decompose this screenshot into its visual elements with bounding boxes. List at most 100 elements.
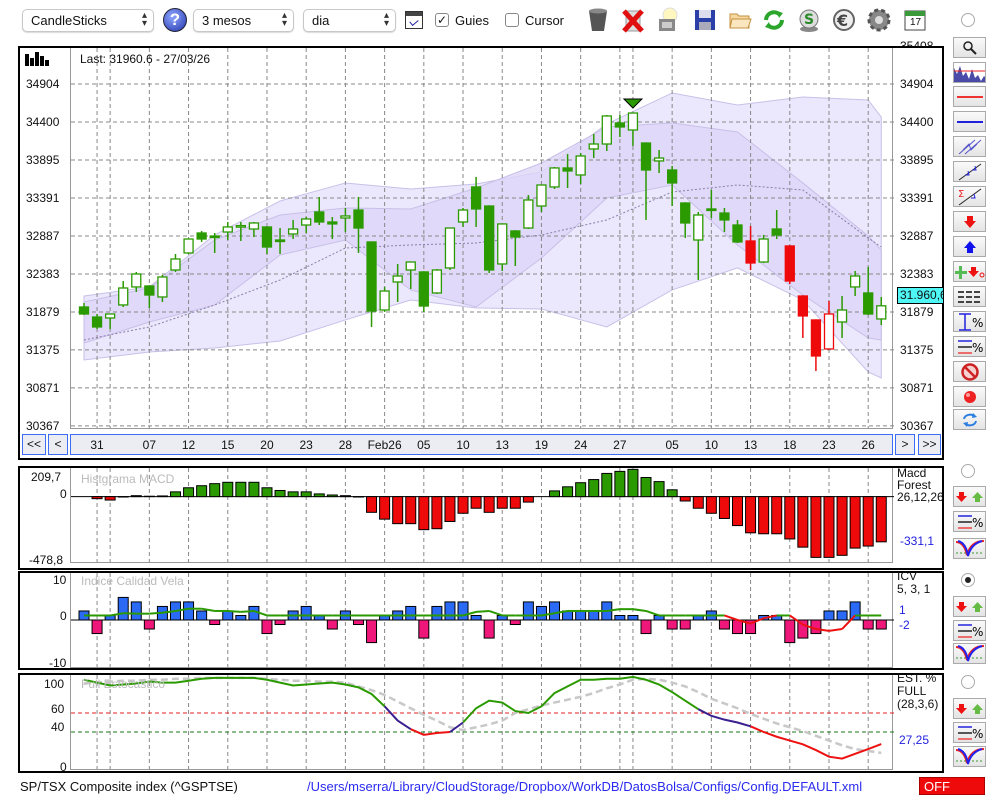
stoch-signals-button[interactable] <box>953 698 986 719</box>
chart-type-select[interactable]: CandleSticks ▴ ▾ <box>22 9 154 32</box>
trendline-tool-button[interactable] <box>953 161 986 182</box>
stochastic-chart[interactable] <box>71 675 894 769</box>
macd-bar <box>823 496 835 558</box>
percent-lines-button[interactable]: % <box>953 336 986 357</box>
channel-icon <box>958 139 981 154</box>
channel-tool-button[interactable] <box>953 136 986 157</box>
icv-bar <box>483 619 495 639</box>
macd-bar <box>431 496 443 530</box>
macd-plot-area[interactable] <box>70 468 894 563</box>
stoch-percent-lines-button[interactable]: % <box>953 722 986 743</box>
icv-crossover-button[interactable] <box>953 643 986 664</box>
blue-line-tool-button[interactable] <box>953 111 986 132</box>
macd-histogram-chart[interactable] <box>71 468 894 562</box>
sum-trendline-tool-button[interactable]: Σ <box>953 186 986 207</box>
candle-body <box>680 202 691 224</box>
macd-percent-lines-button[interactable]: % <box>953 511 986 532</box>
off-toggle-button[interactable]: OFF <box>919 777 985 795</box>
volume-overlay-button[interactable] <box>953 62 986 83</box>
delete-red-x-icon[interactable] <box>620 7 646 33</box>
candle-body <box>470 186 482 210</box>
candle-body <box>78 306 90 315</box>
zoom-tool-button[interactable] <box>953 37 986 58</box>
macd-bar <box>183 487 195 498</box>
icv-signals-button[interactable] <box>953 596 986 617</box>
settings-gear-icon[interactable] <box>866 7 892 33</box>
icv-panel-radio[interactable] <box>961 573 975 587</box>
open-folder-icon[interactable] <box>727 7 753 33</box>
trash-icon[interactable] <box>585 7 611 33</box>
icv-bar <box>209 619 221 626</box>
icv-bar <box>326 619 338 630</box>
stochastic-k-line-green <box>462 675 699 724</box>
icv-bar <box>470 614 482 621</box>
icv-ymax-label: 10 <box>53 573 67 587</box>
main-panel-radio[interactable] <box>961 13 975 27</box>
interval-select[interactable]: dia ▴ ▾ <box>303 9 396 32</box>
icv-bar <box>823 610 835 621</box>
macd-bar <box>444 496 456 522</box>
macd-panel-radio[interactable] <box>961 464 975 478</box>
nav-prev-button[interactable]: < <box>48 434 68 455</box>
icv-signal-segment <box>175 607 189 612</box>
icv-histogram-chart[interactable] <box>71 573 894 667</box>
period-select[interactable]: 3 mesos ▴ ▾ <box>193 9 294 32</box>
price-axis-top-tick: 35408 <box>900 40 934 47</box>
dashed-lines-button[interactable] <box>953 286 986 307</box>
calendar-icon[interactable]: 17 <box>902 7 928 33</box>
sell-arrow-tool-button[interactable] <box>953 211 986 232</box>
stochastic-panel-radio[interactable] <box>961 675 975 689</box>
candlestick-chart[interactable] <box>71 48 894 428</box>
price-tick-label: 32383 <box>26 266 60 281</box>
refresh-icon[interactable] <box>761 7 787 33</box>
icv-signal-segment <box>789 614 804 626</box>
nav-next-button[interactable]: > <box>895 434 915 455</box>
buy-arrow-tool-button[interactable] <box>953 236 986 257</box>
add-signals-button[interactable] <box>953 261 986 282</box>
save-icon[interactable] <box>692 7 718 33</box>
red-line-tool-button[interactable] <box>953 86 986 107</box>
sync-button[interactable] <box>953 409 986 430</box>
date-label: 18 <box>783 438 797 452</box>
stoch-crossover-button[interactable] <box>953 746 986 767</box>
candle-body <box>287 228 299 235</box>
snapshot-icon[interactable] <box>655 7 681 33</box>
candle-body <box>732 224 743 243</box>
record-button[interactable] <box>953 386 986 407</box>
stochastic-plot-area[interactable] <box>70 675 894 770</box>
guides-checkbox[interactable]: ✓ <box>435 13 449 27</box>
cursor-checkbox[interactable] <box>505 13 519 27</box>
macd-crossover-button[interactable] <box>953 538 986 559</box>
nav-first-button[interactable]: << <box>22 434 46 455</box>
select-arrows-icon: ▴ ▾ <box>141 10 147 29</box>
candle-body <box>261 226 273 248</box>
icv-value-1: 1 <box>899 603 906 617</box>
svg-text:%: % <box>972 625 983 639</box>
icv-bar <box>261 619 273 635</box>
nav-last-button[interactable]: >> <box>918 434 941 455</box>
macd-signals-button[interactable] <box>953 486 986 507</box>
candle-body <box>836 309 848 323</box>
icv-bar <box>183 601 195 621</box>
candle-body <box>640 142 652 171</box>
help-icon[interactable]: ? <box>163 8 187 32</box>
icv-bar <box>732 619 743 635</box>
icv-signal-segment <box>541 612 555 617</box>
macd-bar <box>627 468 639 498</box>
calendar-day: 17 <box>910 17 922 28</box>
macd-ymax-label: 209,7 <box>31 470 62 484</box>
icv-signal-segment <box>240 609 254 613</box>
price-tick-label: 30367 <box>26 418 60 433</box>
euro-icon[interactable]: € <box>831 7 857 33</box>
price-tick-label: 33391 <box>26 191 60 206</box>
date-navigation-bar[interactable]: 31 07 12 15 20 23 28 Feb26 05 10 13 19 24 27 05 10 13 18 2… <box>70 434 893 455</box>
delete-all-button[interactable] <box>953 361 986 382</box>
icv-title: Indice Calidad Vela <box>81 574 184 588</box>
icv-percent-lines-button[interactable]: % <box>953 620 986 641</box>
currency-refresh-icon[interactable]: S <box>796 7 822 33</box>
percent-range-button[interactable]: % <box>953 311 986 332</box>
icv-plot-area[interactable] <box>70 573 894 668</box>
config-path-link[interactable]: /Users/mserra/Library/CloudStorage/Dropb… <box>307 779 863 794</box>
chart-window-icon[interactable] <box>405 11 423 29</box>
price-plot-area[interactable] <box>70 48 894 429</box>
